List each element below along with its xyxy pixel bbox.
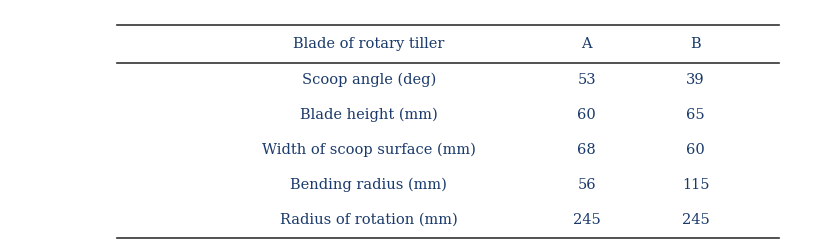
Text: B: B — [691, 37, 701, 51]
Text: 245: 245 — [572, 213, 601, 227]
Text: 60: 60 — [577, 108, 596, 122]
Text: 39: 39 — [686, 73, 705, 87]
Text: 60: 60 — [686, 143, 705, 157]
Text: Scoop angle (deg): Scoop angle (deg) — [302, 73, 436, 87]
Text: Width of scoop surface (mm): Width of scoop surface (mm) — [261, 143, 476, 157]
Text: 115: 115 — [682, 178, 709, 192]
Text: 56: 56 — [577, 178, 596, 192]
Text: 245: 245 — [681, 213, 710, 227]
Text: Blade height (mm): Blade height (mm) — [300, 108, 437, 122]
Text: Blade of rotary tiller: Blade of rotary tiller — [293, 37, 444, 51]
Text: 65: 65 — [686, 108, 705, 122]
Text: 68: 68 — [577, 143, 596, 157]
Text: Bending radius (mm): Bending radius (mm) — [290, 178, 447, 192]
Text: 53: 53 — [577, 73, 596, 87]
Text: A: A — [582, 37, 592, 51]
Text: Radius of rotation (mm): Radius of rotation (mm) — [280, 213, 458, 227]
